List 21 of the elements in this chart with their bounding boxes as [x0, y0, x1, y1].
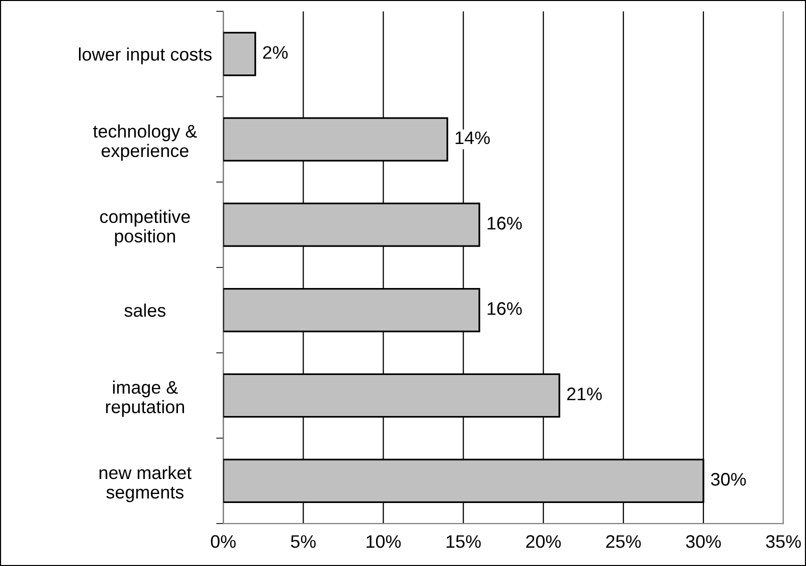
data-label: 14%	[456, 132, 490, 144]
y-tick-label: lower input costs	[79, 47, 212, 64]
x-tick-label: 25%	[606, 535, 641, 548]
y-tick-label: sales	[124, 304, 166, 317]
data-label: 30%	[711, 472, 746, 486]
bar	[223, 32, 256, 76]
x-tick-label: 35%	[766, 535, 801, 548]
data-label: 2%	[263, 46, 288, 59]
x-tick-label: 15%	[446, 535, 481, 548]
y-tick-label: technology & experience	[93, 124, 197, 161]
x-tick-label: 30%	[686, 535, 721, 548]
data-label: 16%	[488, 216, 522, 230]
x-tick-label: 10%	[366, 535, 401, 548]
data-label: 21%	[567, 388, 602, 400]
x-tick-label: 5%	[290, 535, 316, 548]
x-tick-label: 20%	[526, 535, 561, 548]
y-tick-label: image & reputation	[106, 380, 184, 417]
data-label: 16%	[488, 302, 522, 315]
x-tick-label: 0%	[210, 535, 236, 548]
y-tick-label: new market segments	[100, 466, 192, 502]
y-tick-label: competitive position	[100, 210, 190, 246]
